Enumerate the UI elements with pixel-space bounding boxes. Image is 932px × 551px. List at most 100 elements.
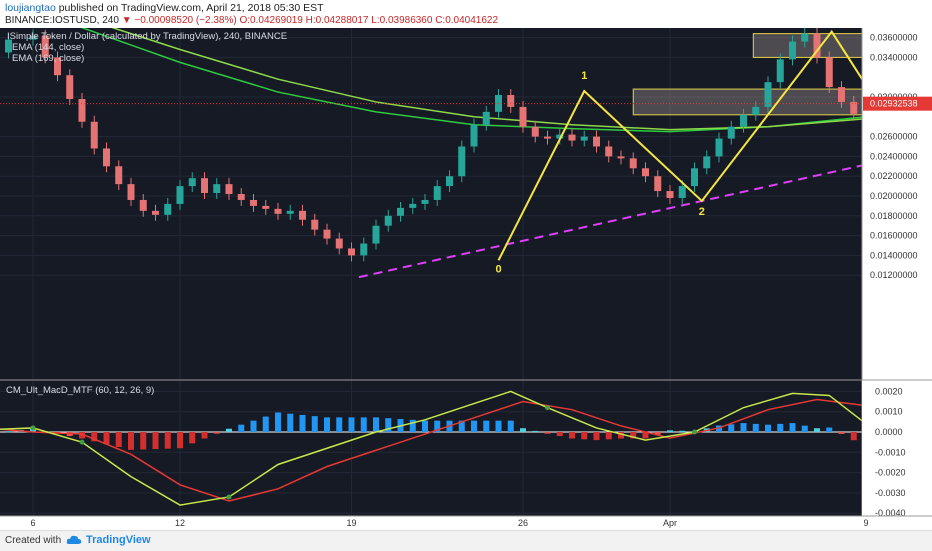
candle-body-27 — [336, 239, 343, 249]
candle-body-54 — [667, 191, 674, 198]
price-axis-background — [862, 28, 932, 380]
candle-body-7 — [91, 122, 98, 149]
candle-body-30 — [373, 226, 380, 244]
time-tick-5: 9 — [863, 518, 868, 528]
macd-cross-dot-3 — [545, 405, 550, 410]
candle-body-15 — [189, 178, 196, 186]
tradingview-brand[interactable]: TradingView — [86, 534, 151, 546]
candle-body-17 — [213, 184, 220, 193]
price-tick-4: 0.03400000 — [870, 52, 918, 62]
macd-hist-bar-42 — [508, 421, 514, 432]
price-tick-3: 0.03600000 — [870, 33, 918, 43]
price-tick-9: 0.02000000 — [870, 191, 918, 201]
candle-body-65 — [801, 34, 808, 42]
wave-label-2: 2 — [699, 206, 705, 218]
candle-body-57 — [703, 156, 710, 168]
candle-body-10 — [128, 184, 135, 200]
macd-hist-bar-26 — [312, 416, 318, 432]
candle-body-33 — [409, 204, 416, 208]
candle-body-49 — [605, 147, 612, 157]
candle-body-46 — [569, 135, 576, 141]
candle-body-22 — [275, 209, 282, 214]
candle-body-32 — [397, 208, 404, 216]
price-tick-10: 0.01800000 — [870, 211, 918, 221]
candle-body-16 — [201, 178, 208, 193]
ema-144-legend: EMA (144, close) — [12, 42, 84, 53]
macd-hist-bar-61 — [741, 423, 747, 432]
macd-hist-bar-9 — [104, 432, 110, 444]
macd-hist-bar-14 — [165, 432, 171, 449]
candle-body-38 — [471, 125, 478, 147]
macd-hist-bar-1 — [6, 431, 12, 432]
chart-svg[interactable]: 0123456789 0.044000000.042000000.0380000… — [0, 28, 932, 530]
macd-tick-0: 0.0020 — [875, 386, 903, 396]
macd-hist-bar-13 — [153, 432, 159, 449]
macd-cross-dot-1 — [80, 440, 85, 445]
author-link[interactable]: loujiangtao — [5, 2, 56, 14]
candle-body-43 — [532, 127, 539, 137]
candle-body-35 — [434, 186, 441, 200]
macd-hist-bar-62 — [753, 424, 759, 432]
macd-hist-bar-25 — [300, 415, 306, 432]
candle-body-47 — [581, 137, 588, 141]
candle-body-18 — [226, 184, 233, 194]
candle-body-13 — [164, 204, 171, 215]
macd-hist-bar-67 — [814, 428, 820, 432]
footer: Created with TradingView — [0, 530, 932, 551]
candle-body-42 — [520, 107, 527, 127]
ohlc-values: O:0.04269019 H:0.04288017 L:0.03986360 C… — [239, 15, 498, 26]
macd-hist-bar-22 — [263, 417, 269, 432]
macd-hist-bar-12 — [140, 432, 146, 449]
macd-hist-bar-64 — [777, 424, 783, 432]
candle-body-14 — [177, 186, 184, 204]
candle-body-50 — [618, 156, 625, 158]
time-tick-3: 26 — [518, 518, 528, 528]
macd-hist-bar-45 — [545, 432, 551, 434]
macd-hist-bar-27 — [324, 417, 330, 432]
chart-header: loujiangtao published on TradingView.com… — [0, 0, 932, 28]
tradingview-cloud-icon[interactable] — [66, 534, 82, 546]
macd-hist-bar-56 — [679, 431, 685, 432]
candle-body-51 — [630, 158, 637, 168]
price-tick-13: 0.01200000 — [870, 270, 918, 280]
candle-body-25 — [311, 220, 318, 230]
candle-body-55 — [679, 186, 686, 198]
candle-body-34 — [422, 200, 429, 204]
macd-tick-3: -0.0010 — [875, 447, 906, 457]
macd-hist-bar-43 — [520, 428, 526, 432]
macd-hist-bar-39 — [471, 421, 477, 432]
candle-body-68 — [838, 87, 845, 102]
macd-hist-bar-21 — [251, 421, 257, 432]
macd-hist-bar-66 — [802, 426, 808, 432]
candle-body-41 — [507, 95, 514, 107]
macd-cross-dot-0 — [31, 425, 36, 430]
macd-hist-bar-16 — [189, 432, 195, 443]
macd-hist-bar-35 — [422, 421, 428, 432]
macd-hist-bar-49 — [594, 432, 600, 440]
candle-body-59 — [728, 127, 735, 139]
price-tick-11: 0.01600000 — [870, 231, 918, 241]
time-axis-background — [0, 516, 932, 530]
macd-hist-bar-40 — [483, 421, 489, 432]
candle-body-44 — [544, 137, 551, 139]
support-price-label: 0.02932538 — [870, 99, 918, 109]
macd-hist-bar-65 — [790, 423, 796, 432]
macd-hist-bar-24 — [287, 414, 293, 432]
macd-hist-bar-63 — [765, 425, 771, 432]
wave-label-0: 0 — [495, 263, 501, 275]
candle-body-9 — [115, 166, 122, 184]
macd-hist-bar-11 — [128, 432, 134, 450]
down-arrow-icon: ▼ — [122, 15, 132, 26]
macd-hist-bar-44 — [532, 431, 538, 432]
macd-hist-bar-50 — [606, 432, 612, 439]
macd-hist-bar-60 — [728, 424, 734, 432]
macd-hist-bar-23 — [275, 413, 281, 432]
macd-hist-bar-18 — [214, 432, 220, 434]
candle-body-53 — [654, 176, 661, 191]
candle-body-39 — [483, 112, 490, 125]
macd-hist-bar-69 — [839, 432, 845, 434]
candle-body-20 — [250, 200, 257, 206]
candle-body-56 — [691, 168, 698, 186]
macd-hist-bar-29 — [349, 417, 355, 432]
chart-title: ISimple Token / Dollar (calculated by Tr… — [7, 31, 287, 42]
